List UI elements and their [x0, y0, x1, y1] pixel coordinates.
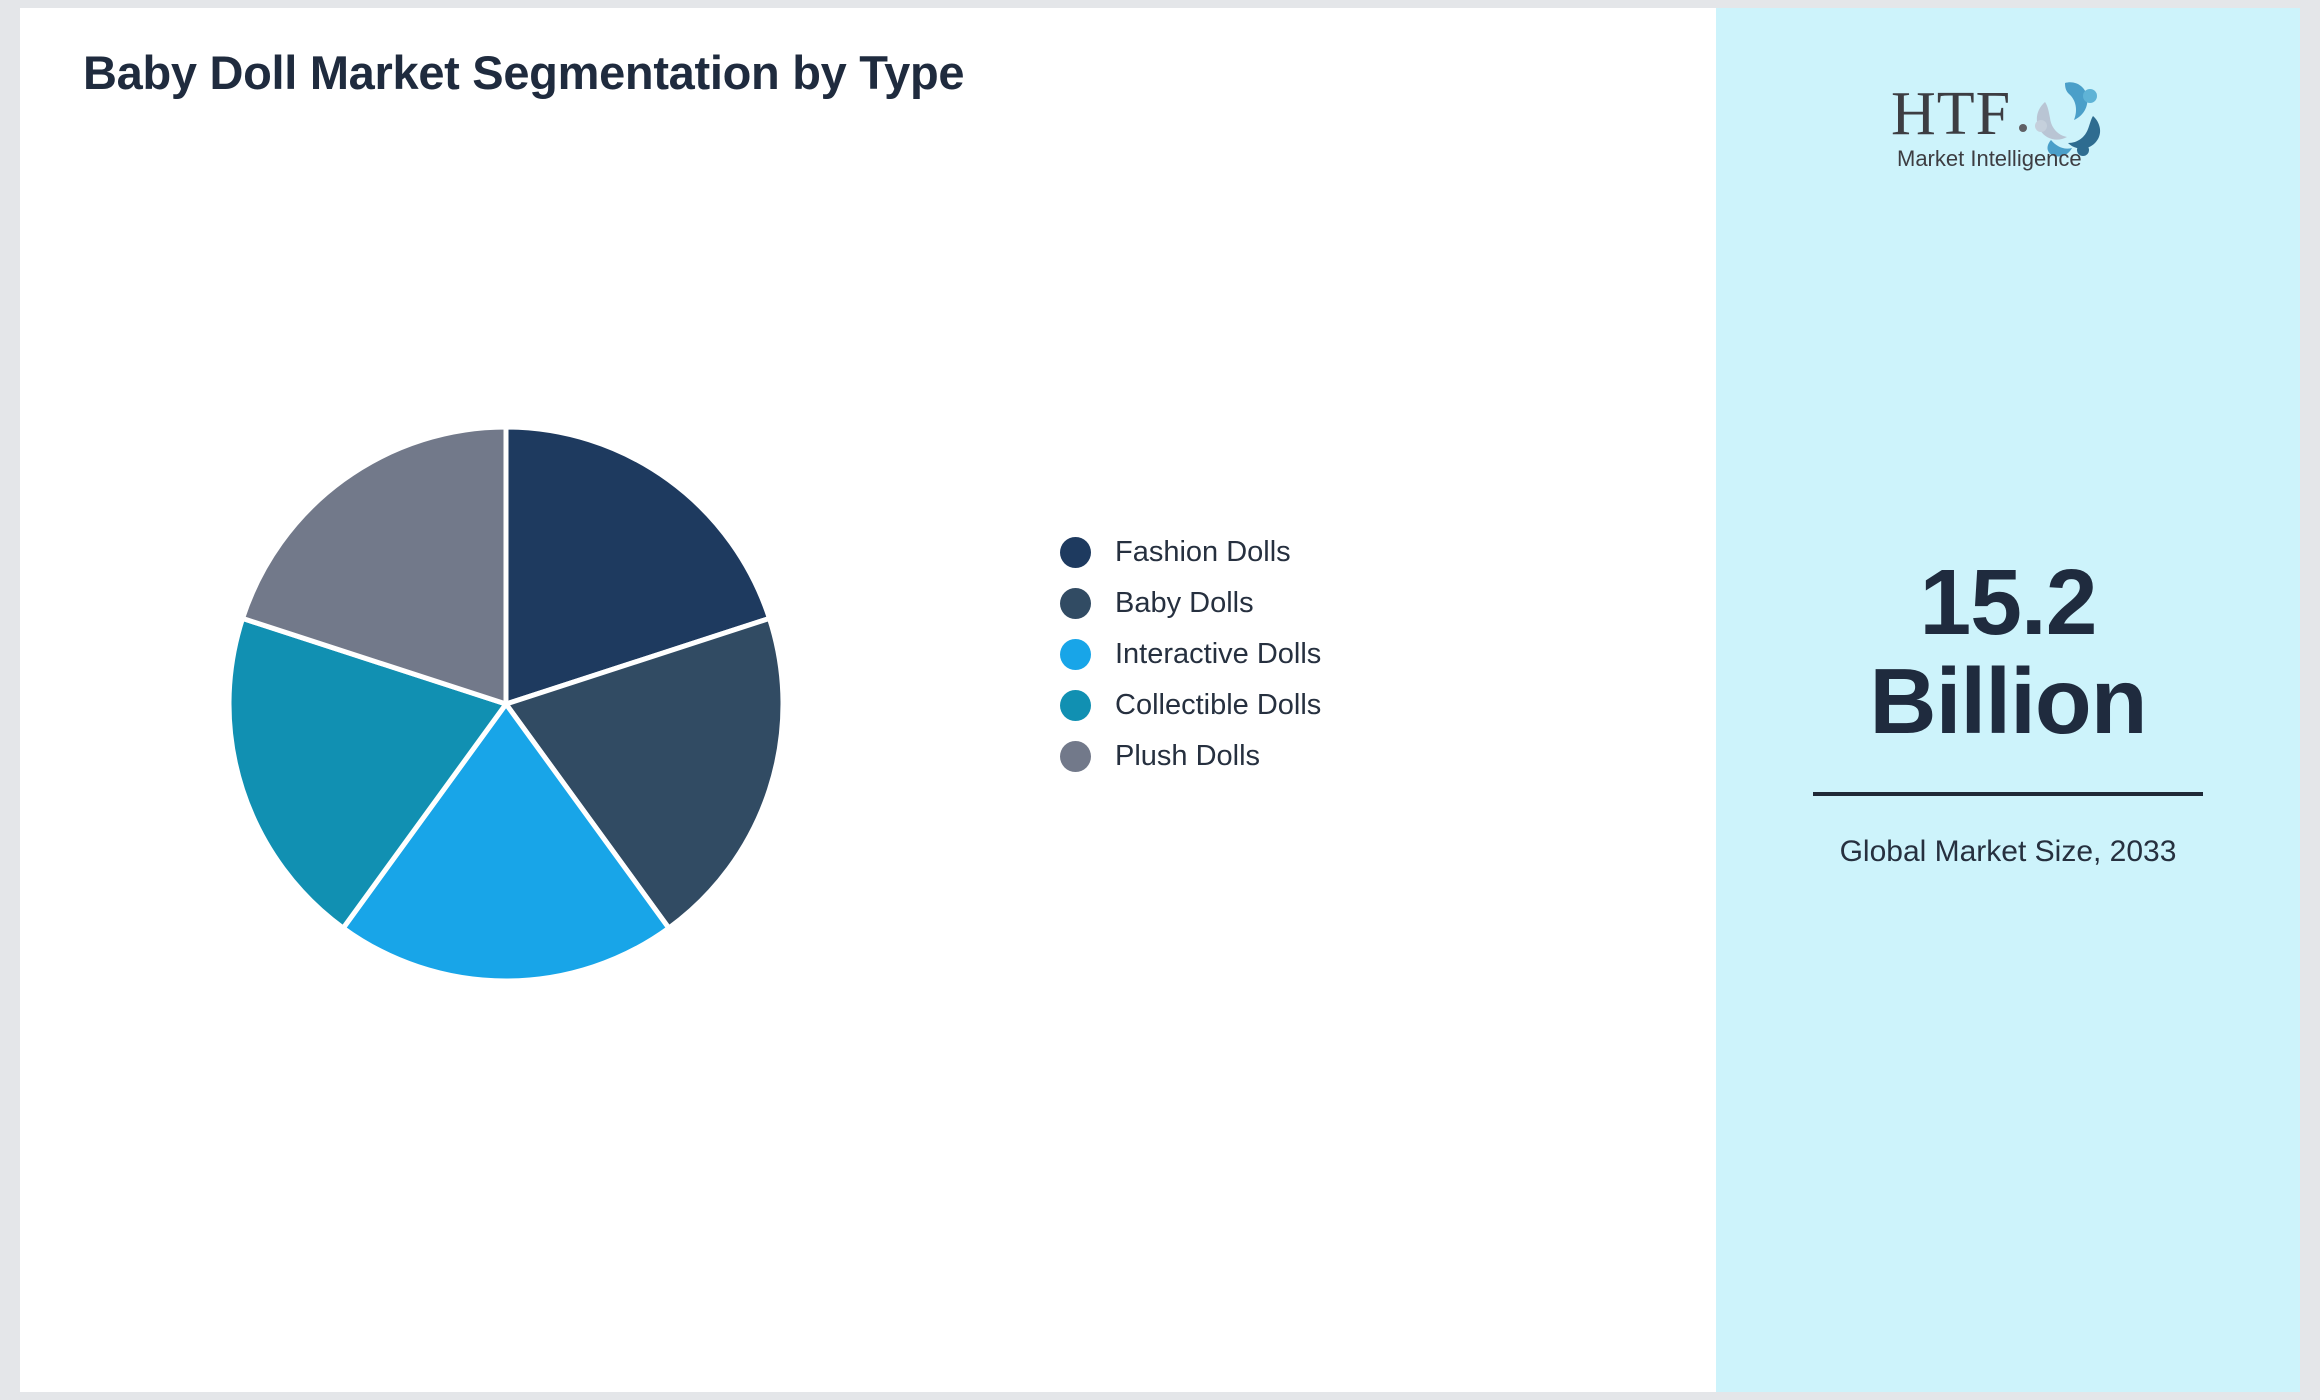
pie-slice[interactable] — [229, 615, 509, 931]
chart-pane: Baby Doll Market Segmentation by Type Fa… — [20, 8, 1716, 1392]
legend-item-label: Plush Dolls — [1115, 740, 1261, 772]
legend-dot-icon — [1060, 537, 1091, 568]
logo-mark-text: HTF — [1891, 80, 2011, 148]
legend-item-label: Collectible Dolls — [1115, 689, 1322, 721]
legend-item[interactable]: Plush Dolls — [1060, 731, 1321, 782]
stat-value: 15.2 Billion — [1716, 553, 2300, 750]
legend-dot-icon — [1060, 588, 1091, 619]
logo-svg: HTF Market Intelligence — [1891, 80, 2101, 171]
pie-slice[interactable] — [340, 701, 672, 981]
legend-item[interactable]: Fashion Dolls — [1060, 527, 1321, 578]
logo-subtitle: Market Intelligence — [1897, 146, 2082, 171]
pie-slice[interactable] — [503, 615, 783, 931]
logo-dot-icon — [2019, 124, 2027, 132]
stat-caption: Global Market Size, 2033 — [1839, 835, 2177, 869]
page-title: Baby Doll Market Segmentation by Type — [83, 46, 965, 99]
chart-legend: Fashion Dolls Baby Dolls Interactive Dolls… — [1060, 527, 1321, 782]
sidebar-stat-pane: HTF Market Intelligence — [1716, 8, 2300, 1392]
legend-item-label: Fashion Dolls — [1115, 536, 1291, 568]
stat-block: 15.2 Billion Global Market Size, 2033 — [1716, 553, 2300, 872]
legend-dot-icon — [1060, 741, 1091, 772]
legend-item-label: Interactive Dolls — [1115, 638, 1322, 670]
pie-slice[interactable] — [240, 427, 509, 707]
pie-chart-svg — [229, 427, 783, 981]
stat-value-unit: Billion — [1869, 648, 2147, 753]
legend-item[interactable]: Collectible Dolls — [1060, 680, 1321, 731]
legend-item[interactable]: Interactive Dolls — [1060, 629, 1321, 680]
stat-divider — [1813, 792, 2203, 797]
pie-slice-group — [229, 427, 783, 981]
logo-swirl-icon — [2035, 82, 2101, 157]
pie-chart — [229, 427, 783, 981]
legend-dot-icon — [1060, 639, 1091, 670]
stat-value-number: 15.2 — [1919, 550, 2097, 654]
legend-item[interactable]: Baby Dolls — [1060, 578, 1321, 629]
legend-item-label: Baby Dolls — [1115, 587, 1254, 619]
legend-dot-icon — [1060, 690, 1091, 721]
pie-slice[interactable] — [503, 427, 772, 707]
htf-market-intelligence-logo: HTF Market Intelligence — [1883, 66, 2133, 176]
content-card: Baby Doll Market Segmentation by Type Fa… — [20, 8, 2300, 1392]
